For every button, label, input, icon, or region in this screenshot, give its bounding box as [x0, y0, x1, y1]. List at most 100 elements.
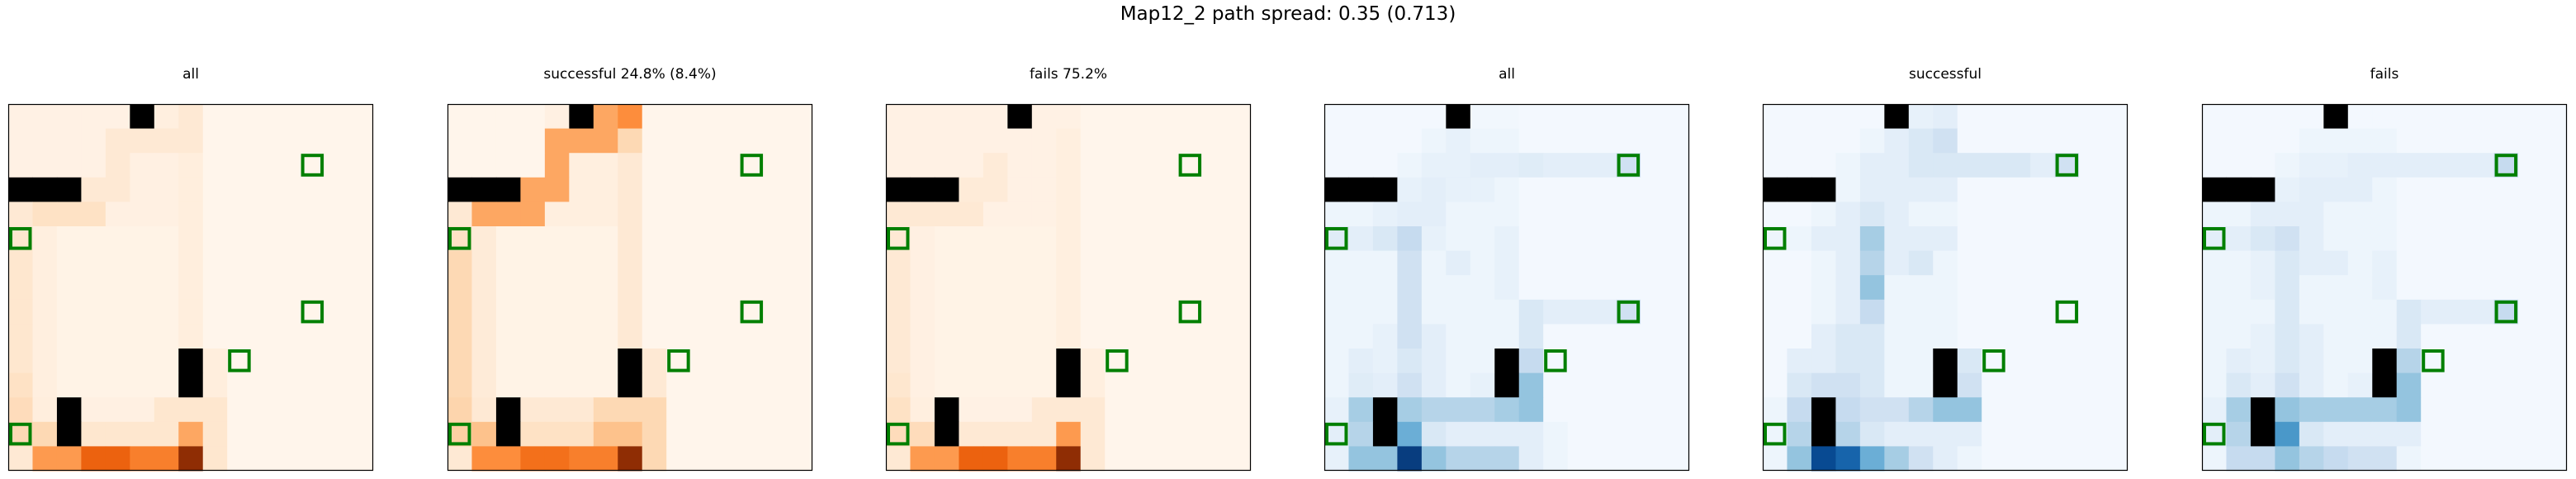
heatmap-cell [1202, 446, 1227, 472]
heatmap-cell [569, 153, 594, 178]
heatmap-cell [2469, 349, 2494, 373]
heatmap-cell [715, 104, 740, 129]
heatmap-cell [8, 349, 33, 373]
heatmap-cell [1518, 324, 1544, 349]
heatmap-cell [2493, 177, 2519, 202]
heatmap-cell [910, 397, 935, 423]
heatmap-cell [1835, 324, 1861, 349]
heatmap-cell [2299, 275, 2324, 301]
obstacle-cell [447, 177, 472, 202]
heatmap-cell [2445, 446, 2470, 472]
panel-1-title: all [182, 66, 199, 83]
heatmap-cell [32, 421, 58, 447]
heatmap-cell [1543, 177, 1569, 202]
heatmap-cell [1372, 299, 1398, 325]
heatmap-cell [2518, 446, 2543, 472]
heatmap-cell [8, 446, 33, 472]
heatmap-cell [1933, 177, 1958, 202]
heatmap-cell [544, 202, 570, 227]
heatmap-cell [642, 372, 667, 398]
heatmap-cell [2202, 202, 2227, 227]
heatmap-cell [690, 299, 716, 325]
heatmap-cell [1129, 104, 1154, 129]
heatmap-cell [544, 397, 570, 423]
heatmap-cell [1153, 324, 1178, 349]
heatmap-cell [1982, 250, 2007, 276]
heatmap-cell [276, 226, 301, 251]
heatmap-cell [910, 104, 935, 129]
heatmap-cell [324, 128, 349, 154]
heatmap-cell [1202, 421, 1227, 447]
heatmap-cell [130, 250, 155, 276]
heatmap-cell [1982, 275, 2007, 301]
heatmap-cell [1226, 324, 1252, 349]
heatmap-cell [1884, 446, 1910, 472]
heatmap-cell [959, 177, 984, 202]
heatmap-cell [1397, 226, 1423, 251]
heatmap-cell [2372, 202, 2398, 227]
heatmap-cell [32, 202, 58, 227]
heatmap-cell [2054, 349, 2080, 373]
heatmap-cell [739, 226, 765, 251]
heatmap-cell [1835, 397, 1861, 423]
heatmap-cell [642, 226, 667, 251]
heatmap-cell [788, 397, 813, 423]
heatmap-cell [2079, 372, 2104, 398]
heatmap-cell [2202, 104, 2227, 129]
heatmap-cell [788, 153, 813, 178]
heatmap-cell [447, 275, 472, 301]
heatmap-cell [934, 372, 959, 398]
heatmap-cell [32, 446, 58, 472]
heatmap-cell [2030, 153, 2055, 178]
obstacle-cell [1348, 177, 1374, 202]
heatmap-cell [251, 153, 277, 178]
heatmap-cell [154, 275, 179, 301]
heatmap-cell [1153, 349, 1178, 373]
heatmap-cell [1372, 372, 1398, 398]
heatmap-cell [471, 421, 497, 447]
heatmap-cell [569, 372, 594, 398]
heatmap-cell [1202, 177, 1227, 202]
heatmap-cell [1324, 299, 1349, 325]
heatmap-cell [2103, 275, 2129, 301]
heatmap-cell [666, 226, 692, 251]
heatmap-cell [81, 324, 107, 349]
heatmap-cell [544, 324, 570, 349]
heatmap-cell [983, 397, 1008, 423]
heatmap-cell [2079, 226, 2104, 251]
heatmap-cell [1007, 250, 1033, 276]
heatmap-cell [2299, 153, 2324, 178]
heatmap-cell [300, 421, 325, 447]
heatmap-cell [2054, 372, 2080, 398]
obstacle-cell [1787, 177, 1812, 202]
heatmap-cell [227, 250, 253, 276]
heatmap-cell [178, 397, 204, 423]
heatmap-cell [2518, 250, 2543, 276]
heatmap-cell [276, 372, 301, 398]
heatmap-cell [447, 202, 472, 227]
heatmap-cell [2299, 177, 2324, 202]
heatmap-cell [520, 324, 546, 349]
heatmap-cell [1957, 275, 1982, 301]
heatmap-cell [251, 446, 277, 472]
heatmap-cell [2493, 397, 2519, 423]
heatmap-cell [2079, 202, 2104, 227]
heatmap-cell [300, 372, 325, 398]
goal-marker [2494, 154, 2518, 177]
heatmap-cell [1543, 372, 1569, 398]
heatmap-cell [1397, 349, 1423, 373]
heatmap-cell [886, 153, 911, 178]
heatmap-cell [1105, 128, 1130, 154]
obstacle-cell [1494, 349, 1520, 373]
heatmap-cell [2347, 421, 2373, 447]
heatmap-cell [520, 421, 546, 447]
heatmap-cell [1031, 177, 1057, 202]
obstacle-cell [178, 349, 204, 373]
heatmap-cell [2250, 128, 2275, 154]
heatmap-cell [348, 397, 374, 423]
heatmap-cell [202, 202, 228, 227]
heatmap-cell [1031, 275, 1057, 301]
heatmap-cell [154, 421, 179, 447]
heatmap-cell [1129, 349, 1154, 373]
heatmap-cell [1859, 128, 1885, 154]
